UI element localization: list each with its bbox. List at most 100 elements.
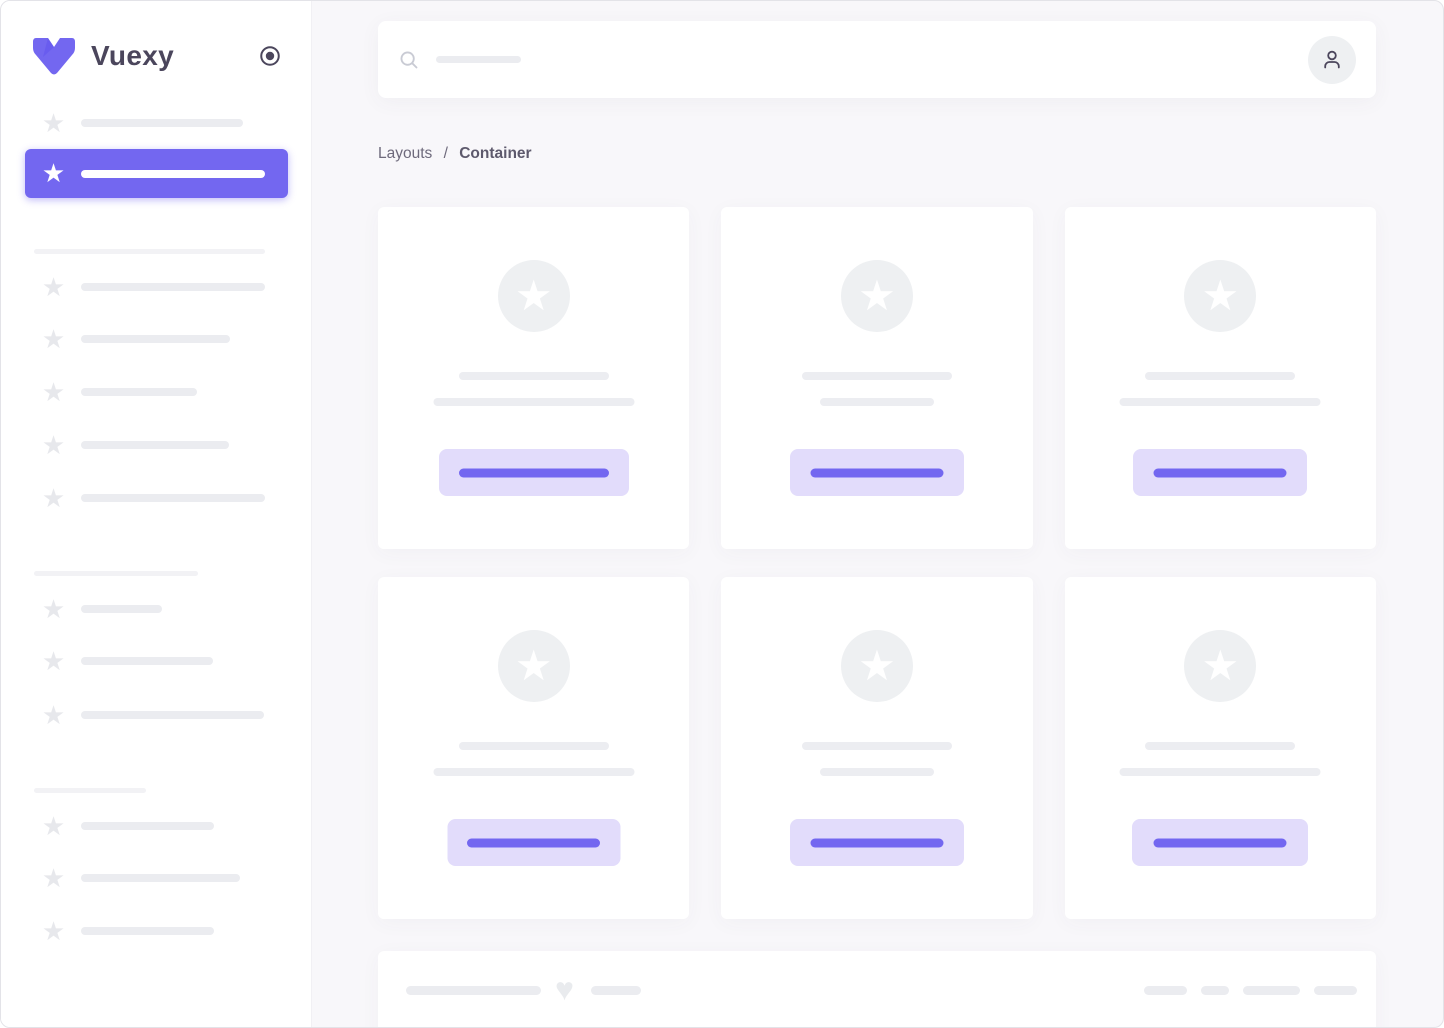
- demo-card: ★: [378, 207, 690, 549]
- user-icon: [1324, 50, 1340, 68]
- card-title-placeholder: [801, 372, 952, 380]
- star-icon: ★: [514, 272, 553, 319]
- cards-grid: ★ ★ ★ ★ ★: [378, 207, 1376, 919]
- sidebar-section-header-placeholder: [34, 788, 146, 793]
- card-button-label-placeholder: [810, 468, 944, 477]
- card-button-label-placeholder: [1153, 838, 1287, 847]
- sidebar-nav-item[interactable]: ★: [1, 430, 311, 460]
- sidebar-section-header-placeholder: [34, 249, 265, 254]
- card-button[interactable]: [1132, 819, 1309, 866]
- demo-card: ★: [1064, 577, 1376, 919]
- card-subtitle-placeholder: [1119, 768, 1321, 776]
- footer-left-bar-2: [591, 985, 641, 995]
- card-button-label-placeholder: [467, 838, 601, 847]
- card-title-placeholder: [458, 372, 609, 380]
- vuexy-logo-icon: [33, 38, 75, 75]
- card-button[interactable]: [1133, 449, 1308, 496]
- star-icon: ★: [41, 430, 66, 460]
- sidebar-nav-item-active[interactable]: ★: [25, 149, 288, 198]
- breadcrumb-current-page: Container: [459, 145, 532, 162]
- nav-item-label-placeholder: [81, 335, 230, 343]
- footer-link-placeholder: [1314, 985, 1357, 995]
- footer-link-placeholder: [1201, 985, 1229, 995]
- star-icon: ★: [41, 646, 66, 676]
- card-avatar-placeholder: ★: [1184, 630, 1257, 702]
- card-button-label-placeholder: [458, 468, 609, 477]
- footer-content-row: ♥: [406, 970, 1357, 1007]
- nav-item-label-placeholder: [81, 283, 265, 291]
- nav-item-label-placeholder: [81, 874, 240, 882]
- demo-card: ★: [721, 577, 1033, 919]
- card-button[interactable]: [447, 819, 621, 866]
- star-icon: ★: [41, 916, 66, 946]
- star-icon: ★: [41, 483, 66, 513]
- star-icon: ★: [41, 108, 66, 138]
- sidebar-nav-item[interactable]: ★: [1, 108, 311, 138]
- card-title-placeholder: [801, 742, 952, 750]
- breadcrumb-layouts-link[interactable]: Layouts: [378, 145, 433, 162]
- sidebar-nav-item[interactable]: ★: [1, 377, 311, 407]
- breadcrumb-separator: /: [443, 145, 448, 162]
- search-input[interactable]: [398, 49, 1308, 71]
- card-avatar-placeholder: ★: [840, 260, 913, 332]
- footer-left-bar-1: [406, 985, 541, 995]
- card-avatar-placeholder: ★: [840, 630, 913, 702]
- menu-pin-toggle-icon[interactable]: [258, 44, 282, 68]
- star-icon: ★: [858, 272, 896, 319]
- card-subtitle-placeholder: [1119, 398, 1321, 406]
- nav-item-label-placeholder: [81, 605, 162, 613]
- footer-link-placeholder: [1144, 985, 1187, 995]
- nav-item-label-placeholder: [81, 927, 214, 935]
- sidebar-nav-item[interactable]: ★: [1, 324, 311, 354]
- card-subtitle-placeholder: [819, 398, 934, 406]
- breadcrumb: Layouts / Container: [378, 144, 1376, 164]
- search-placeholder-bar: [436, 56, 521, 63]
- star-icon: ★: [858, 642, 896, 689]
- user-avatar-button[interactable]: [1308, 35, 1356, 84]
- sidebar-nav-item[interactable]: ★: [1, 702, 311, 728]
- star-icon: ★: [41, 594, 66, 624]
- sidebar-nav-item[interactable]: ★: [1, 272, 311, 302]
- sidebar-nav-item[interactable]: ★: [1, 811, 311, 841]
- card-avatar-placeholder: ★: [497, 260, 570, 332]
- brand[interactable]: Vuexy: [31, 33, 287, 79]
- card-subtitle-placeholder: [433, 768, 635, 776]
- search-icon: [400, 51, 418, 68]
- nav-item-label-placeholder: [81, 822, 214, 830]
- star-icon: ★: [41, 158, 66, 188]
- card-button[interactable]: [438, 449, 629, 496]
- sidebar: Vuexy ★ ★ ★ ★ ★ ★ ★ ★ ★ ★ ★: [1, 1, 312, 1027]
- sidebar-section-header-placeholder: [34, 571, 198, 576]
- card-subtitle-placeholder: [433, 398, 635, 406]
- footer-link-placeholder: [1243, 985, 1300, 995]
- footer: ♥: [378, 951, 1376, 1027]
- sidebar-nav: ★ ★ ★ ★ ★ ★ ★ ★ ★ ★ ★ ★ ★: [1, 1, 311, 1027]
- star-icon: ★: [41, 272, 66, 302]
- star-icon: ★: [41, 324, 66, 354]
- heart-icon: ♥: [555, 970, 574, 1007]
- card-button-label-placeholder: [1153, 468, 1287, 477]
- demo-card: ★: [1064, 207, 1376, 549]
- sidebar-nav-item[interactable]: ★: [1, 863, 311, 893]
- star-icon: ★: [41, 811, 66, 841]
- sidebar-nav-item[interactable]: ★: [1, 483, 311, 513]
- card-subtitle-placeholder: [819, 768, 934, 776]
- nav-item-label-placeholder: [81, 711, 264, 719]
- card-button[interactable]: [789, 819, 964, 866]
- nav-item-label-placeholder: [81, 657, 213, 665]
- card-button[interactable]: [789, 449, 964, 496]
- demo-card: ★: [721, 207, 1033, 549]
- star-icon: ★: [41, 377, 66, 407]
- card-title-placeholder: [458, 742, 609, 750]
- star-icon: ★: [41, 863, 66, 893]
- sidebar-nav-item[interactable]: ★: [1, 916, 311, 946]
- star-icon: ★: [1201, 272, 1240, 319]
- card-title-placeholder: [1145, 742, 1296, 750]
- nav-item-label-placeholder: [81, 441, 229, 449]
- sidebar-nav-item[interactable]: ★: [1, 594, 311, 624]
- brand-name: Vuexy: [91, 40, 174, 71]
- card-button-label-placeholder: [810, 838, 944, 847]
- star-icon: ★: [1201, 642, 1240, 689]
- sidebar-nav-item[interactable]: ★: [1, 646, 311, 676]
